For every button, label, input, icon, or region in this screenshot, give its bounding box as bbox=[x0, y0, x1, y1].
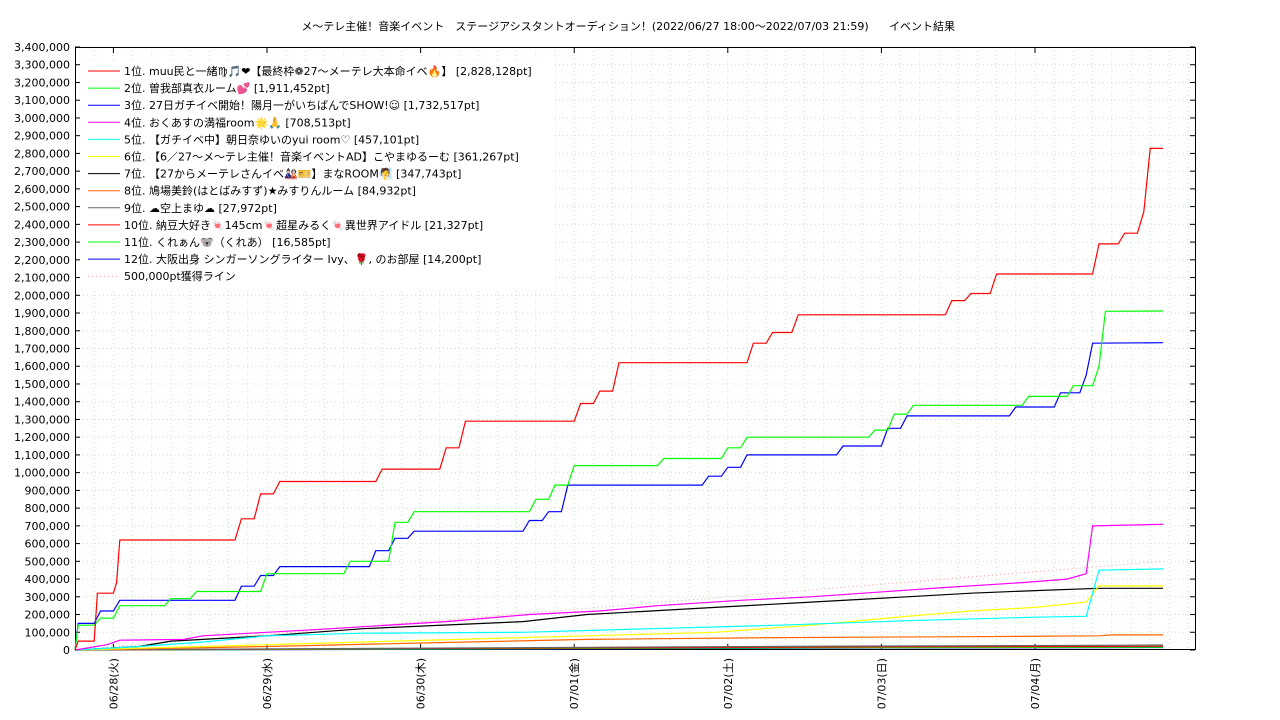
legend-label: 12位. 大阪出身 シンガーソングライター Ivy、🌹, のお部屋 [14,20… bbox=[124, 252, 481, 266]
x-tick-label: 06/29(水) bbox=[261, 658, 274, 709]
y-tick-label: 400,000 bbox=[25, 573, 71, 586]
y-tick-label: 3,300,000 bbox=[14, 59, 70, 72]
legend-label: 4位. おくあすの満福room🌟🙏 [708,513pt] bbox=[124, 115, 351, 129]
series-line bbox=[74, 523, 1164, 651]
x-tick-label: 07/02(土) bbox=[722, 658, 735, 709]
legend-label: 6位. 【6／27〜メ〜テレ主催！音楽イベントAD】こやまゆるーむ [361,2… bbox=[124, 150, 519, 164]
y-tick-label: 900,000 bbox=[25, 484, 71, 497]
chart-title-suffix: イベント結果 bbox=[889, 19, 955, 33]
legend-label: 9位. ☁空上まゆ☁ [27,972pt] bbox=[124, 201, 277, 215]
y-tick-label: 3,400,000 bbox=[14, 41, 70, 54]
y-tick-label: 1,000,000 bbox=[14, 467, 70, 480]
series-line bbox=[74, 634, 1163, 651]
y-tick-label: 3,200,000 bbox=[14, 76, 70, 89]
y-tick-label: 1,200,000 bbox=[14, 431, 70, 444]
series-line bbox=[74, 342, 1164, 651]
series-line bbox=[74, 644, 1164, 651]
y-tick-label: 500,000 bbox=[25, 555, 71, 568]
y-tick-label: 2,100,000 bbox=[14, 272, 70, 285]
series-line bbox=[74, 587, 1163, 651]
y-tick-label: 2,900,000 bbox=[14, 130, 70, 143]
legend-label: 500,000pt獲得ライン bbox=[124, 270, 236, 283]
legend-label: 11位. くれぁん🐨（くれあ） [16,585pt] bbox=[124, 235, 331, 249]
y-tick-label: 2,800,000 bbox=[14, 147, 70, 160]
y-tick-label: 1,100,000 bbox=[14, 449, 70, 462]
y-tick-label: 1,700,000 bbox=[14, 343, 70, 356]
y-tick-label: 1,300,000 bbox=[14, 413, 70, 426]
y-tick-label: 100,000 bbox=[25, 626, 71, 639]
x-tick-label: 06/30(木) bbox=[415, 658, 428, 709]
y-tick-label: 2,000,000 bbox=[14, 289, 70, 302]
y-tick-label: 3,000,000 bbox=[14, 112, 70, 125]
legend-label: 7位. 【27からメーテレさんイベ🎎🎫】まなROOM🧖 [347,743pt] bbox=[124, 167, 461, 181]
y-tick-label: 2,700,000 bbox=[14, 165, 70, 178]
x-tick-label: 06/28(火) bbox=[107, 658, 120, 709]
legend-label: 1位. muu民と一緒♍🎵❤【最終枠❁27〜メーテレ大本命イベ🔥】 [2,828… bbox=[124, 64, 532, 78]
legend-label: 5位. 【ガチイベ中】朝日奈ゆいのyui room♡ [457,101pt] bbox=[124, 132, 419, 146]
x-tick-label: 07/03(日) bbox=[875, 658, 888, 709]
series-lines bbox=[74, 147, 1164, 651]
chart-title: メ〜テレ主催！音楽イベント ステージアシスタントオーディション！(2022/06… bbox=[301, 19, 868, 33]
legend-label: 8位. 鳩場美鈴(はとばみすず)★みすりんルーム [84,932pt] bbox=[124, 184, 416, 198]
y-tick-label: 1,500,000 bbox=[14, 378, 70, 391]
legend-background bbox=[80, 60, 555, 288]
y-tick-label: 2,400,000 bbox=[14, 218, 70, 231]
legend-label: 10位. 納豆大好き🍬145cm🍬超星みるく🍬異世界アイドル [21,327pt… bbox=[124, 218, 483, 232]
legend: 1位. muu民と一緒♍🎵❤【最終枠❁27〜メーテレ大本命イベ🔥】 [2,828… bbox=[80, 60, 555, 288]
series-line bbox=[74, 310, 1164, 651]
y-tick-label: 1,900,000 bbox=[14, 307, 70, 320]
series-line bbox=[74, 585, 1163, 651]
series-line bbox=[74, 147, 1163, 651]
y-tick-label: 2,300,000 bbox=[14, 236, 70, 249]
y-tick-label: 200,000 bbox=[25, 609, 71, 622]
y-tick-label: 0 bbox=[63, 644, 70, 657]
y-tick-label: 1,800,000 bbox=[14, 325, 70, 338]
x-tick-label: 07/04(月) bbox=[1029, 658, 1042, 709]
x-tick-label: 07/01(金) bbox=[567, 658, 581, 709]
y-tick-label: 600,000 bbox=[25, 538, 71, 551]
y-tick-label: 2,600,000 bbox=[14, 183, 70, 196]
y-tick-label: 2,500,000 bbox=[14, 201, 70, 214]
y-tick-label: 300,000 bbox=[25, 591, 71, 604]
y-tick-label: 2,200,000 bbox=[14, 254, 70, 267]
x-axis: 06/28(火) 06/29(水) 06/30(木) 07/01(金) 07/02(土)… bbox=[107, 47, 1042, 709]
y-tick-label: 700,000 bbox=[25, 520, 71, 533]
y-tick-label: 3,100,000 bbox=[14, 94, 70, 107]
y-tick-label: 1,600,000 bbox=[14, 360, 70, 373]
y-axis: 0 100,000 200,000 300,000 400,000 500,000 600,… bbox=[14, 41, 1195, 657]
y-tick-label: 1,400,000 bbox=[14, 396, 70, 409]
y-tick-label: 800,000 bbox=[25, 502, 71, 515]
legend-label: 2位. 曽我部真衣ルーム💕 [1,911,452pt] bbox=[124, 81, 330, 95]
legend-label: 3位. 27日ガチイベ開始！陽月一がいちばんでSHOW!☺ [1,732,517… bbox=[124, 98, 479, 112]
series-line bbox=[74, 568, 1164, 651]
